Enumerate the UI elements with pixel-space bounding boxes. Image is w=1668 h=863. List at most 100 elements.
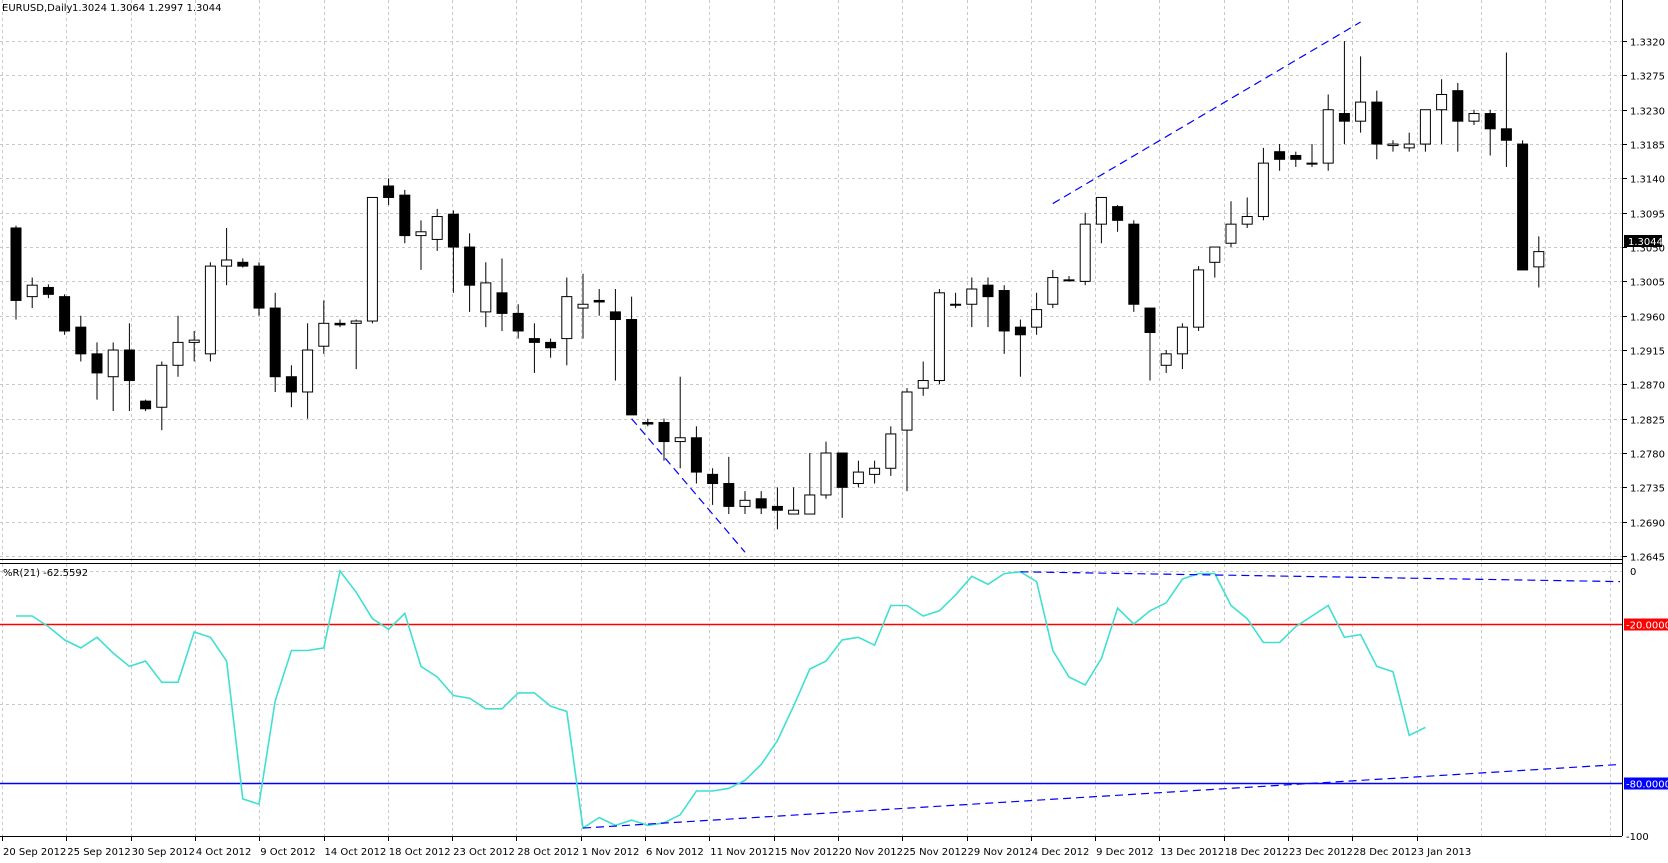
price-tick-label: 1.2870 bbox=[1630, 381, 1665, 392]
bull-candle-body bbox=[869, 467, 881, 475]
bear-candle-body bbox=[1517, 143, 1529, 271]
date-tick-label: 29 Nov 2012 bbox=[968, 847, 1032, 858]
candle bbox=[1128, 220, 1140, 312]
price-tick-label: 1.3095 bbox=[1630, 210, 1665, 221]
indicator-trendline-top bbox=[1020, 571, 1621, 583]
bear-candle-body bbox=[836, 452, 848, 488]
bear-candle-body bbox=[285, 376, 297, 393]
candle bbox=[1533, 236, 1545, 288]
bull-candle-body bbox=[1225, 223, 1237, 244]
candle bbox=[318, 300, 330, 354]
price-tick-label: 1.3050 bbox=[1630, 244, 1665, 255]
bull-candle-body bbox=[739, 499, 751, 507]
grid bbox=[0, 0, 1622, 837]
candle bbox=[366, 196, 378, 324]
bear-candle-body bbox=[707, 473, 719, 485]
candle bbox=[91, 342, 103, 400]
candle bbox=[383, 178, 395, 206]
candle bbox=[820, 441, 832, 499]
bear-candle-body bbox=[512, 312, 524, 332]
bull-candle-body bbox=[901, 391, 913, 431]
bear-candle-body bbox=[496, 292, 508, 314]
ohlc-label: 1.3024 1.3064 1.2997 1.3044 bbox=[72, 3, 222, 14]
candle bbox=[269, 292, 281, 392]
date-tick-label: 20 Sep 2012 bbox=[3, 847, 66, 858]
indicator-level-label: -80.0000 bbox=[1626, 780, 1668, 791]
candle bbox=[237, 258, 249, 268]
bull-candle-body bbox=[415, 231, 427, 237]
candle bbox=[156, 361, 168, 431]
bull-candle-body bbox=[1533, 251, 1545, 268]
candle bbox=[334, 319, 346, 328]
bear-candle-body bbox=[642, 422, 654, 425]
candle bbox=[107, 342, 119, 412]
bear-candle-body bbox=[1484, 113, 1496, 130]
candle bbox=[204, 262, 216, 362]
bear-candle-body bbox=[1128, 223, 1140, 305]
candle bbox=[1193, 266, 1205, 331]
bear-candle-body bbox=[771, 505, 783, 511]
candle bbox=[1176, 323, 1188, 370]
date-tick-label: 18 Oct 2012 bbox=[389, 847, 451, 858]
candle bbox=[1225, 201, 1237, 248]
bull-candle-body bbox=[1209, 246, 1221, 263]
bear-candle-body bbox=[1500, 128, 1512, 141]
bull-candle-body bbox=[480, 282, 492, 313]
bull-candle-body bbox=[820, 452, 832, 496]
price-tick-label: 1.2915 bbox=[1630, 347, 1665, 358]
candle bbox=[739, 491, 751, 515]
indicator-level-label: -20.0000 bbox=[1626, 621, 1668, 632]
price-tick-label: 1.2825 bbox=[1630, 416, 1665, 427]
candle bbox=[1112, 205, 1124, 232]
bull-candle-body bbox=[788, 509, 800, 515]
candle bbox=[788, 487, 800, 515]
bear-candle-body bbox=[1144, 307, 1156, 333]
bear-candle-body bbox=[1290, 155, 1302, 160]
date-tick-label: 13 Dec 2012 bbox=[1160, 847, 1224, 858]
trendlines-layer bbox=[631, 21, 1361, 553]
date-tick-label: 15 Nov 2012 bbox=[775, 847, 839, 858]
candle bbox=[253, 262, 265, 316]
date-tick-label: 20 Nov 2012 bbox=[839, 847, 903, 858]
bull-candle-body bbox=[1031, 309, 1043, 328]
date-tick-label: 6 Nov 2012 bbox=[646, 847, 704, 858]
candle bbox=[464, 233, 476, 312]
price-tick-label: 1.3140 bbox=[1630, 175, 1665, 186]
candle bbox=[1063, 276, 1075, 282]
candle bbox=[528, 323, 540, 373]
candle bbox=[1047, 269, 1059, 309]
candle bbox=[140, 399, 152, 412]
candle bbox=[42, 284, 54, 299]
candle bbox=[1160, 350, 1172, 373]
candle bbox=[1468, 109, 1480, 125]
indicator-trendline-bottom bbox=[582, 763, 1621, 829]
candle bbox=[431, 208, 443, 251]
bull-candle-body bbox=[804, 494, 816, 515]
candle bbox=[59, 294, 71, 335]
bull-candle-body bbox=[107, 349, 119, 378]
candle bbox=[75, 315, 87, 362]
candle bbox=[836, 452, 848, 518]
bear-candle-body bbox=[42, 286, 54, 295]
bear-candle-body bbox=[528, 338, 540, 343]
price-tick-label: 1.3275 bbox=[1630, 72, 1665, 83]
bear-candle-body bbox=[334, 322, 346, 326]
candles-layer bbox=[10, 41, 1545, 530]
indicator-layer: -20.0000 -80.0000 0 -100 bbox=[0, 567, 1668, 843]
candle bbox=[1257, 147, 1269, 221]
candle bbox=[707, 468, 719, 505]
candle bbox=[609, 289, 621, 381]
bull-candle-body bbox=[221, 259, 233, 267]
price-tick-label: 1.3005 bbox=[1630, 278, 1665, 289]
candle bbox=[1500, 52, 1512, 167]
bull-candle-body bbox=[577, 303, 589, 309]
candle bbox=[998, 285, 1010, 354]
date-tick-label: 11 Nov 2012 bbox=[710, 847, 774, 858]
candle bbox=[1452, 83, 1464, 152]
bull-candle-body bbox=[561, 296, 573, 340]
candle bbox=[1387, 140, 1399, 152]
bear-candle-body bbox=[998, 290, 1010, 332]
bear-candle-body bbox=[1014, 326, 1026, 336]
candle bbox=[480, 262, 492, 328]
